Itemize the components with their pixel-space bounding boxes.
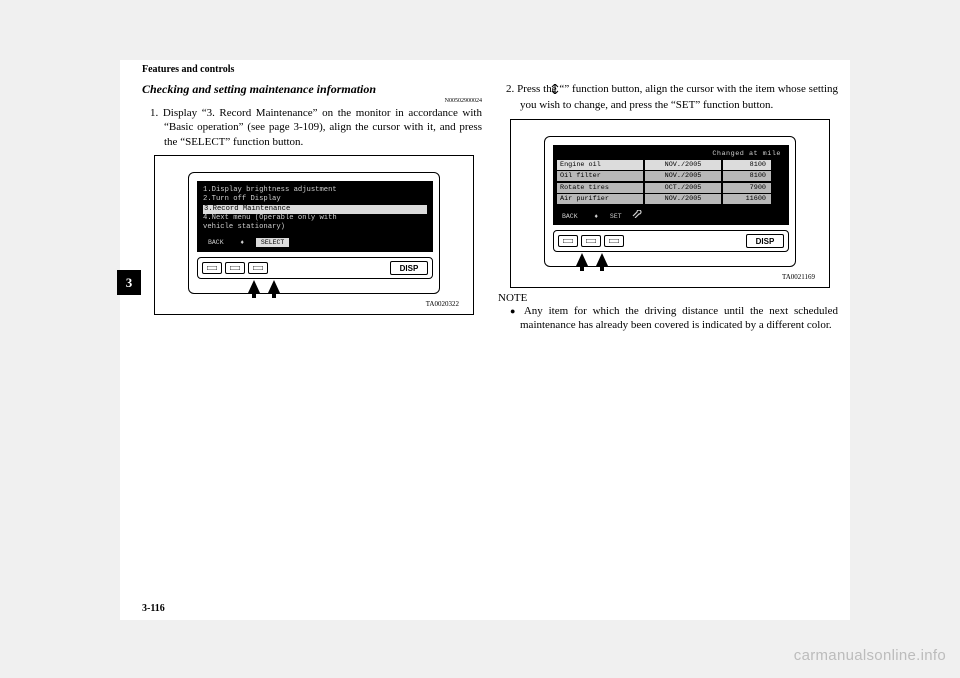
button-1[interactable] xyxy=(558,235,578,247)
button-row: DISP xyxy=(197,257,433,279)
maint-item-name: Engine oil xyxy=(557,160,643,170)
button-3[interactable] xyxy=(604,235,624,247)
maint-item-date: NOV./2005 xyxy=(645,171,721,181)
disp-button[interactable]: DISP xyxy=(390,261,428,275)
maint-row: Engine oilNOV./20058100 xyxy=(557,160,785,170)
back-label: BACK xyxy=(203,238,229,247)
screen-footer: BACK ♦ SELECT xyxy=(203,239,427,247)
figure-number: TA0020322 xyxy=(169,300,459,308)
maint-item-date: OCT./2005 xyxy=(645,183,721,193)
disp-button[interactable]: DISP xyxy=(746,234,784,248)
maint-item-date: NOV./2005 xyxy=(645,194,721,204)
watermark: carmanualsonline.info xyxy=(794,647,946,664)
arrow-up-icon xyxy=(576,253,588,266)
menu-line-3-selected: 3.Record Maintenance xyxy=(203,205,427,214)
maint-table-header: Changed at mile xyxy=(557,150,785,158)
monitor-screen-maintenance: Changed at mile Engine oilNOV./20058100O… xyxy=(553,145,789,226)
figure-right: Changed at mile Engine oilNOV./20058100O… xyxy=(510,119,830,289)
maint-row: Air purifierNOV./200511600 xyxy=(557,194,785,204)
maint-item-name: Rotate tires xyxy=(557,183,643,193)
note-heading: NOTE xyxy=(498,292,838,304)
chapter-tab: 3 xyxy=(117,270,141,295)
menu-line-1: 1.Display brightness adjustment xyxy=(203,186,427,195)
button-2[interactable] xyxy=(581,235,601,247)
screen-footer: BACK ♦ SET xyxy=(557,210,785,220)
monitor-device: Changed at mile Engine oilNOV./20058100O… xyxy=(544,136,796,268)
maint-item-name: Oil filter xyxy=(557,171,643,181)
menu-line-2: 2.Turn off Display xyxy=(203,195,427,204)
monitor-screen-menu: 1.Display brightness adjustment 2.Turn o… xyxy=(197,181,433,252)
step-1-text: 1. Display “3. Record Maintenance” on th… xyxy=(142,106,482,149)
maint-item-date: NOV./2005 xyxy=(645,160,721,170)
page-header: Features and controls xyxy=(142,64,234,75)
menu-line-4: 4.Next menu (Operable only with xyxy=(203,214,427,223)
select-label: SELECT xyxy=(256,238,289,247)
page-number: 3-116 xyxy=(142,603,165,614)
menu-line-5: vehicle stationary) xyxy=(203,223,427,232)
maint-item-name: Air purifier xyxy=(557,194,643,204)
maint-item-mile: 7900 xyxy=(723,183,771,193)
note-body: Any item for which the driving distance … xyxy=(498,304,838,333)
manual-page: Features and controls 3 3-116 Checking a… xyxy=(120,60,850,620)
section-title: Checking and setting maintenance informa… xyxy=(142,82,482,97)
wrench-icon xyxy=(632,210,642,220)
pointing-arrows xyxy=(248,280,280,293)
button-row: DISP xyxy=(553,230,789,252)
doc-number: N00502900024 xyxy=(142,98,482,104)
maint-row: Rotate tiresOCT./20057900 xyxy=(557,183,785,193)
button-2[interactable] xyxy=(225,262,245,274)
arrow-up-icon xyxy=(596,253,608,266)
maint-item-mile: 11600 xyxy=(723,194,771,204)
figure-left: 1.Display brightness adjustment 2.Turn o… xyxy=(154,155,474,315)
arrow-up-icon xyxy=(248,280,260,293)
pointing-arrows xyxy=(576,253,608,266)
right-column: 2. Press the “” function button, align t… xyxy=(498,82,838,333)
button-1[interactable] xyxy=(202,262,222,274)
maint-item-mile: 8100 xyxy=(723,160,771,170)
monitor-device: 1.Display brightness adjustment 2.Turn o… xyxy=(188,172,440,294)
set-label: SET xyxy=(610,213,622,220)
button-3[interactable] xyxy=(248,262,268,274)
back-label: BACK xyxy=(557,212,583,221)
arrow-up-icon xyxy=(268,280,280,293)
maint-item-mile: 8100 xyxy=(723,171,771,181)
maint-row: Oil filterNOV./20058100 xyxy=(557,171,785,181)
step-2-text: 2. Press the “” function button, align t… xyxy=(498,82,838,113)
step2-suffix: ” function button, align the cursor with… xyxy=(520,83,838,111)
figure-number: TA0021169 xyxy=(525,273,815,281)
left-column: Checking and setting maintenance informa… xyxy=(142,82,482,315)
